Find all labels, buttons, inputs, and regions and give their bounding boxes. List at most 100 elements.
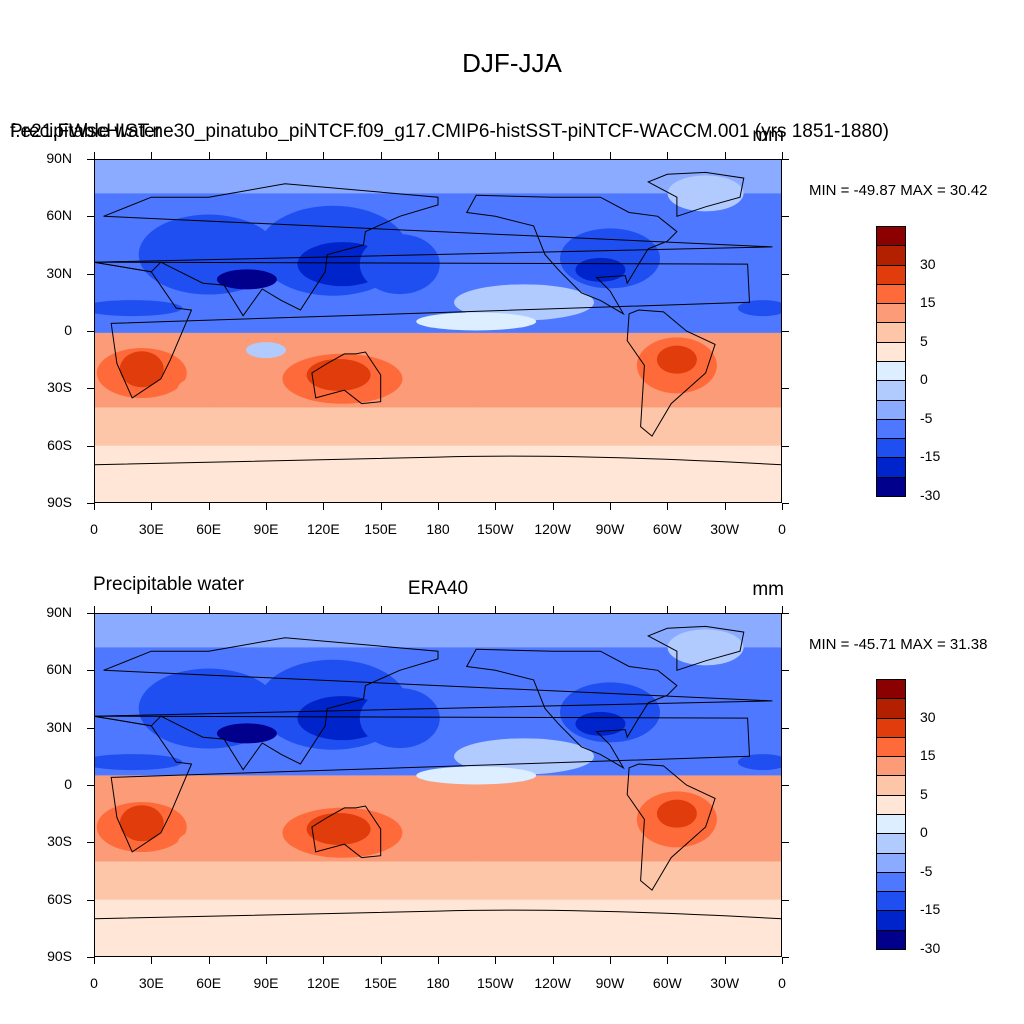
lat-tick-label: 90S (47, 494, 72, 510)
lon-tick-mark (495, 503, 497, 510)
lon-tick-mark (94, 503, 95, 510)
lon-tick-label: 180 (426, 521, 450, 537)
lat-tick-mark (782, 388, 789, 390)
panel1-colorbar (876, 226, 906, 497)
lon-tick-mark (323, 152, 325, 159)
lon-tick-mark (782, 503, 783, 510)
lat-tick-label: 30N (46, 264, 72, 281)
colorbar-label: 30 (920, 708, 936, 725)
colorbar-segment (876, 775, 906, 796)
colorbar-segment (876, 929, 906, 950)
lat-tick-label: 90N (46, 150, 72, 166)
colorbar-segment (876, 891, 906, 912)
lat-tick-mark (782, 273, 789, 275)
coastline (465, 648, 678, 770)
lon-tick-label: 0 (778, 521, 786, 537)
colorbar-label: 15 (920, 294, 936, 311)
lon-tick-label: 180 (426, 975, 450, 991)
coastline (465, 194, 678, 316)
lon-tick-mark (438, 503, 439, 510)
lon-tick-mark (724, 503, 726, 510)
lon-tick-mark (94, 152, 95, 159)
lon-tick-mark (151, 606, 153, 613)
lat-tick-label: 60S (47, 436, 72, 453)
lon-tick-mark (610, 606, 611, 613)
lon-tick-label: 90E (253, 521, 279, 537)
lon-tick-label: 0 (90, 521, 98, 537)
coastline (94, 183, 773, 317)
colorbar-segment (876, 794, 906, 815)
coastline (626, 309, 716, 437)
lat-tick-label: 30S (47, 833, 72, 850)
colorbar-segment (876, 814, 906, 835)
colorbar-segment (876, 833, 906, 854)
lon-tick-mark (552, 503, 554, 510)
lat-tick-mark (782, 670, 789, 672)
panel2-title-left: Precipitable water (93, 574, 245, 595)
lon-tick-mark (552, 152, 554, 159)
lat-tick-mark (782, 445, 789, 447)
lat-tick-mark (87, 445, 94, 447)
lon-tick-mark (208, 503, 210, 510)
antarctica-coastline (94, 455, 782, 466)
lon-tick-mark (552, 957, 554, 964)
lat-tick-mark (87, 503, 94, 504)
lon-tick-mark (151, 152, 153, 159)
colorbar-segment (876, 717, 906, 738)
lon-tick-label: 60E (196, 975, 222, 991)
lat-tick-mark (87, 613, 94, 614)
lon-tick-mark (495, 152, 497, 159)
lat-tick-mark (87, 273, 94, 275)
lat-tick-mark (782, 331, 789, 332)
panel2-map (94, 613, 782, 957)
colorbar-label: 0 (920, 824, 928, 841)
contour-field (94, 613, 782, 957)
lon-tick-mark (724, 957, 726, 964)
lat-tick-label: 90S (47, 948, 72, 964)
lon-tick-label: 120E (306, 975, 340, 991)
lon-tick-mark (667, 503, 669, 510)
lat-tick-mark (782, 785, 789, 786)
lon-tick-label: 150E (364, 975, 397, 991)
panel1-stats: MIN = -49.87 MAX = 30.42 (809, 182, 988, 199)
colorbar-segment (876, 245, 906, 266)
colorbar-segment (876, 341, 906, 362)
lon-tick-mark (667, 606, 669, 613)
lat-tick-mark (87, 159, 94, 160)
colorbar-segment (876, 380, 906, 401)
lon-tick-label: 0 (90, 975, 98, 991)
lat-tick-mark (782, 159, 789, 160)
lon-tick-label: 150W (477, 521, 514, 537)
lon-tick-mark (667, 152, 669, 159)
lon-tick-mark (724, 606, 726, 613)
colorbar-label: -30 (920, 940, 941, 956)
lon-tick-mark (266, 152, 267, 159)
lon-tick-mark (151, 503, 153, 510)
lon-tick-mark (208, 957, 210, 964)
lat-tick-label: 60N (46, 661, 72, 678)
lon-tick-label: 60W (652, 975, 682, 991)
lon-tick-label: 30E (138, 975, 164, 991)
antarctica-coastline (94, 909, 782, 920)
contour-field (94, 159, 782, 503)
lat-tick-label: 0 (64, 776, 72, 792)
coastline (94, 637, 773, 771)
panel2-units: mm (752, 579, 784, 600)
lon-tick-mark (323, 503, 325, 510)
lat-tick-mark (87, 216, 94, 218)
lon-tick-mark (610, 152, 611, 159)
lat-tick-mark (782, 957, 789, 958)
colorbar-segment (876, 679, 906, 700)
colorbar-segment (876, 756, 906, 777)
lat-tick-label: 60S (47, 890, 72, 907)
colorbar-label: 0 (920, 371, 928, 388)
colorbar-segment (876, 457, 906, 478)
lat-tick-mark (87, 388, 94, 390)
coastline (311, 805, 382, 859)
panel1-title-center: f.e21.FWscHIST.ne30_pinatubo_piNTCF.f09_… (10, 121, 889, 142)
panel2-colorbar (876, 679, 906, 950)
lat-tick-mark (782, 613, 789, 614)
lon-tick-label: 120E (306, 521, 340, 537)
lat-tick-mark (782, 899, 789, 901)
lat-tick-mark (782, 727, 789, 729)
